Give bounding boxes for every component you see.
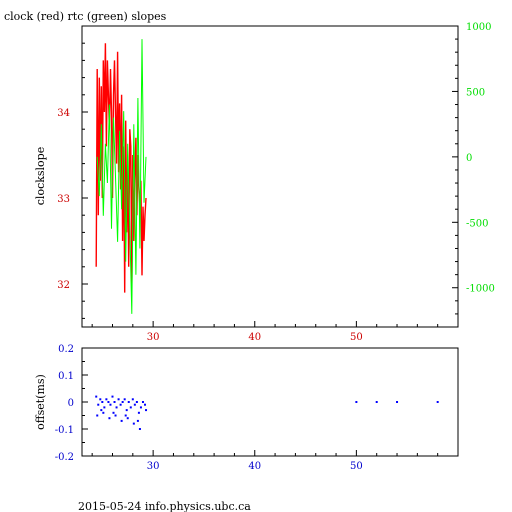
top-left-y-tick-label: 34 (57, 108, 70, 119)
offset-point (108, 417, 111, 420)
top-chart-title: clock (red) rtc (green) slopes (4, 10, 167, 23)
offset-point (111, 395, 114, 398)
offset-point (129, 406, 132, 409)
offset-point (100, 409, 103, 412)
offset-point (355, 401, 358, 403)
bottom-y-tick-label: -0.1 (55, 425, 74, 436)
offset-point (95, 395, 98, 398)
top-plot-marks: 30 40 50 32 33 34 -1000 -500 0 500 1000 (57, 22, 495, 343)
bottom-plot-frame (81, 347, 459, 457)
offset-point (144, 403, 147, 406)
offset-point (99, 398, 102, 401)
offset-point (125, 409, 128, 412)
offset-point (131, 398, 134, 401)
offset-point (97, 403, 100, 406)
offset-point (141, 401, 144, 403)
offset-point (115, 406, 118, 409)
offset-point (112, 411, 115, 414)
offset-point (124, 414, 127, 417)
top-right-y-tick-label: 0 (466, 153, 472, 164)
offset-point (436, 401, 439, 403)
top-y-axis-label: clockslope (34, 147, 47, 205)
footer-text: 2015-05-24 info.physics.ubc.ca (78, 500, 251, 512)
top-right-y-tick-label: 500 (466, 87, 485, 98)
bottom-y-tick-label: 0 (68, 398, 74, 409)
bottom-x-tick-label: 40 (248, 461, 261, 472)
offset-point (101, 401, 104, 403)
bottom-y-tick-label: 0.1 (58, 371, 74, 382)
offset-point (137, 411, 140, 414)
bottom-x-tick-label: 50 (350, 461, 363, 472)
offset-point (123, 398, 126, 401)
offset-point (105, 398, 108, 401)
clock-series-line (95, 43, 147, 293)
offset-point (132, 422, 135, 425)
offset-point (127, 401, 130, 403)
offset-point (396, 401, 399, 403)
offset-point (135, 401, 138, 403)
offset-point (136, 419, 139, 422)
offset-point (107, 401, 110, 403)
offset-point (121, 401, 124, 403)
offset-point (96, 414, 99, 417)
top-left-y-tick-label: 32 (57, 280, 70, 291)
rtc-series-line (96, 39, 147, 314)
top-x-tick-label: 40 (248, 332, 261, 343)
bottom-y-tick-label: -0.2 (55, 452, 74, 463)
top-right-y-tick-label: -500 (466, 218, 488, 229)
bottom-y-tick-label: 0.2 (58, 344, 74, 355)
offset-point (102, 411, 105, 414)
offset-point (109, 403, 112, 406)
offset-point (126, 417, 129, 420)
bottom-y-axis-label: offset(ms) (34, 374, 47, 430)
offset-point (139, 406, 142, 409)
offset-point (375, 401, 378, 403)
offset-point (103, 406, 106, 409)
offset-point (120, 419, 123, 422)
bottom-plot-marks: 30 40 50 -0.2 -0.1 0 0.1 0.2 (55, 344, 459, 472)
top-right-y-tick-label: 1000 (466, 22, 491, 33)
top-right-y-tick-label: -1000 (466, 284, 495, 295)
bottom-x-tick-label: 30 (147, 461, 160, 472)
offset-point (114, 414, 117, 417)
top-x-tick-label: 30 (147, 332, 160, 343)
top-x-tick-label: 50 (350, 332, 363, 343)
offset-point (145, 409, 148, 412)
offset-point (133, 403, 136, 406)
offset-point (113, 401, 116, 403)
offset-point (117, 398, 120, 401)
offset-point (138, 428, 141, 430)
top-plot-frame (81, 25, 459, 328)
top-left-y-tick-label: 33 (57, 194, 70, 205)
offset-point (119, 403, 122, 406)
